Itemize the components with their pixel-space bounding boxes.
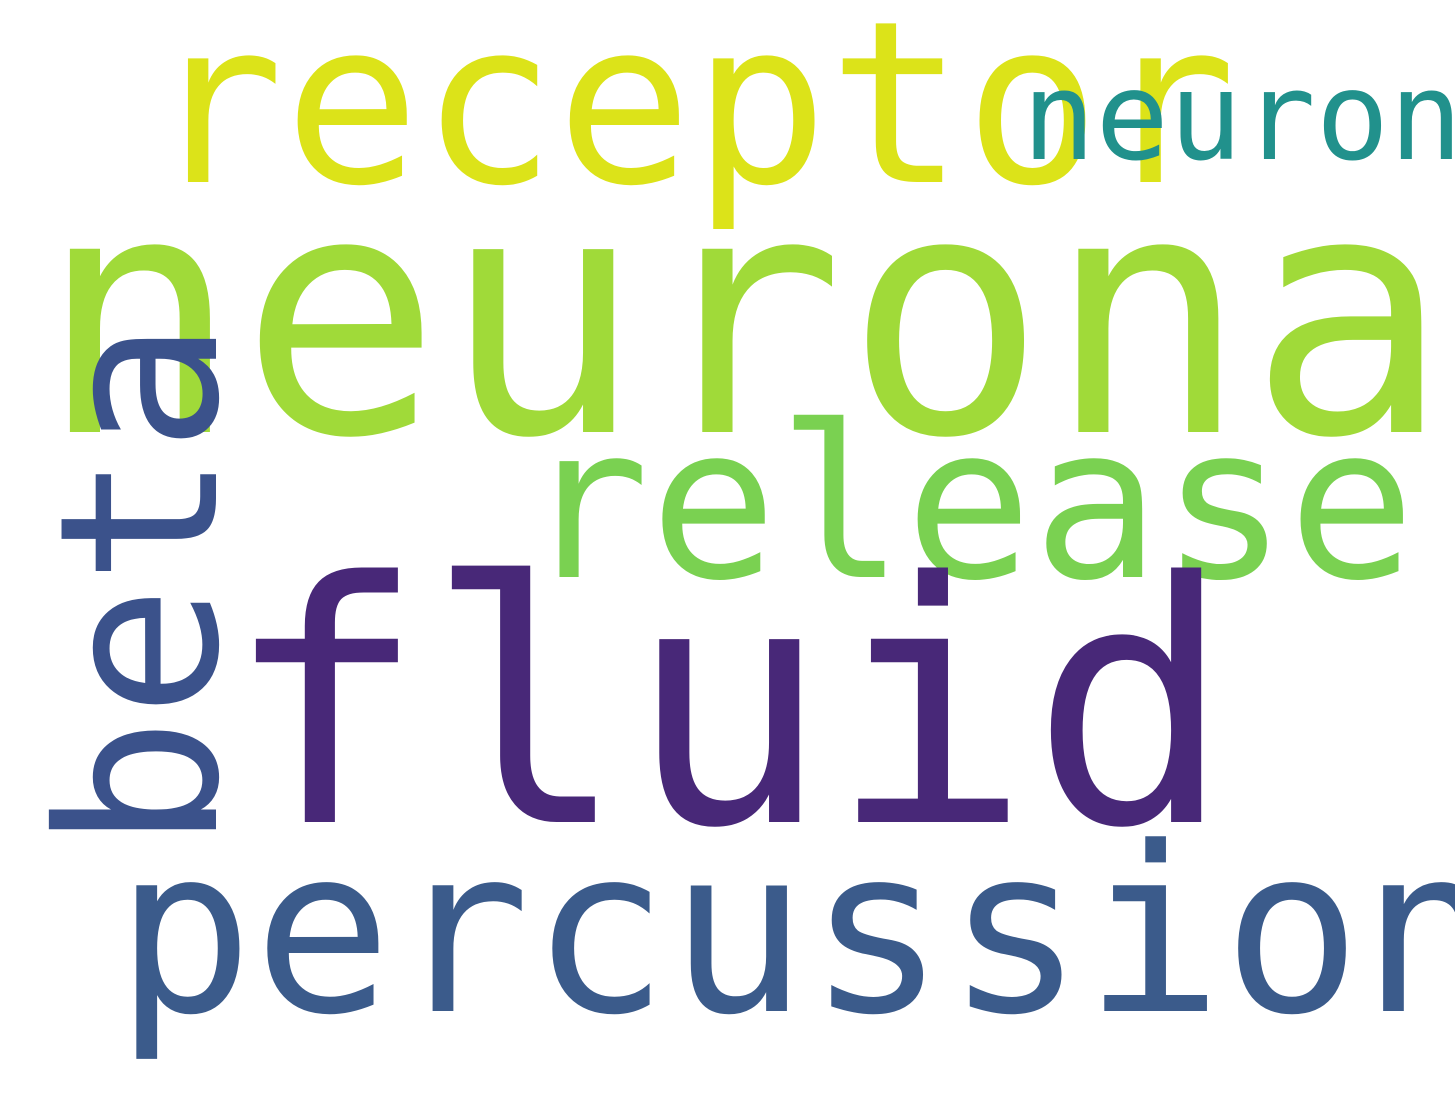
word-beta: beta [12,320,268,850]
word-release: release [522,380,1416,627]
word-neuron: neuron [1022,46,1455,188]
word-receptor: receptor [148,0,1237,236]
word-neuronal: neuronal [38,122,1455,512]
word-fluid: fluid [224,512,1233,902]
word-percussion: percussion [115,799,1455,1066]
